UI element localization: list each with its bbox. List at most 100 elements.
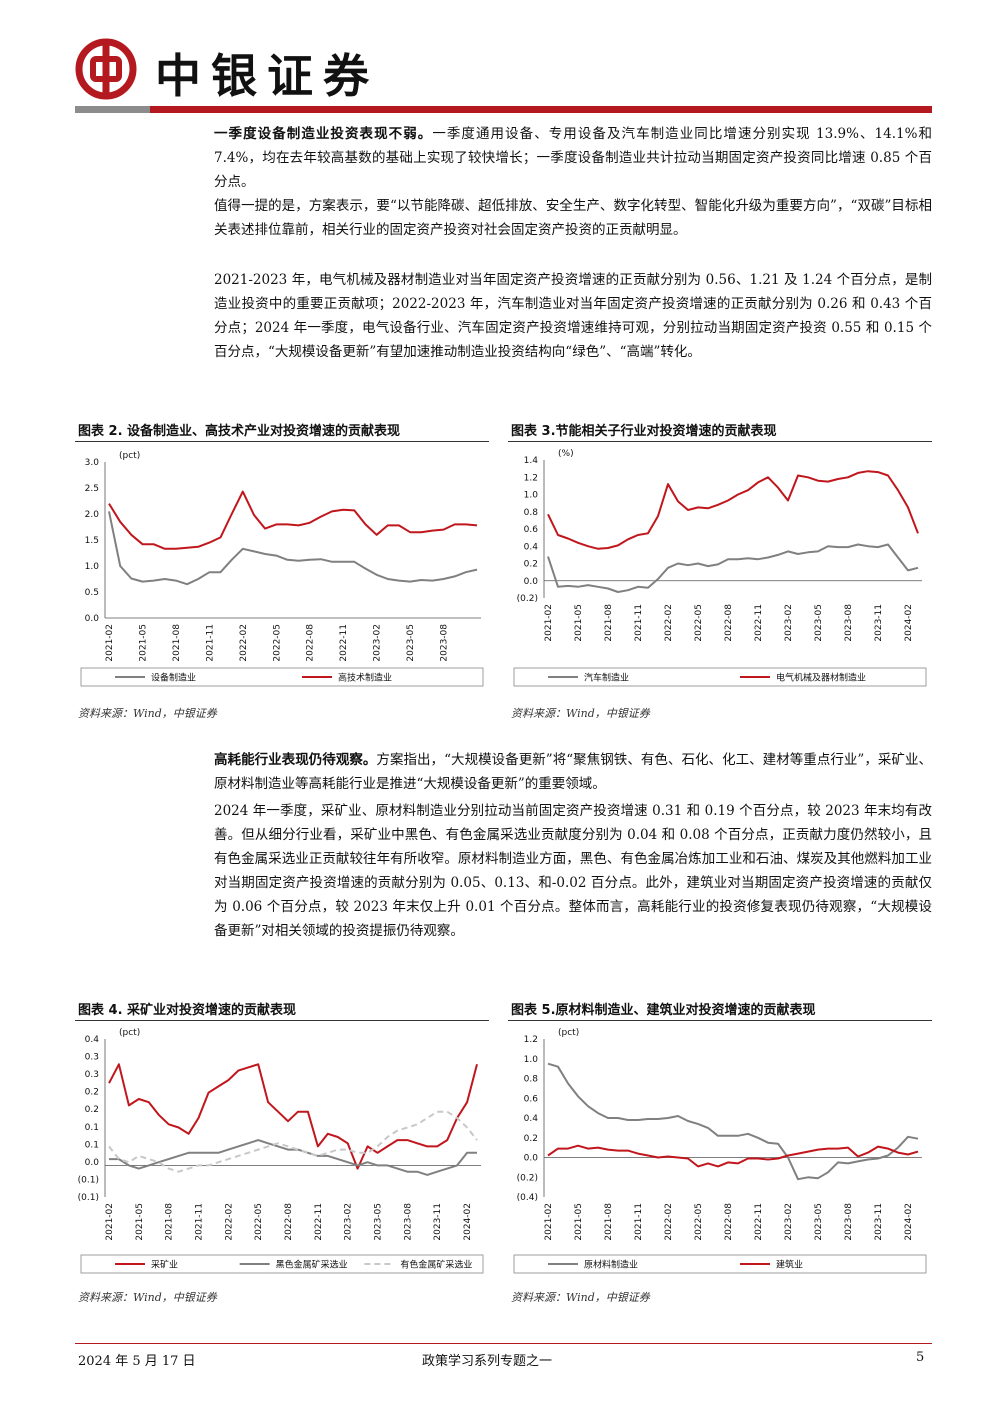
figure-3-source: 资料来源：Wind，中银证券 bbox=[511, 707, 650, 720]
x-tick-label: 2023-05 bbox=[374, 1203, 384, 1241]
brand-name: 中银证券 bbox=[155, 49, 379, 103]
x-tick-label: 2022-08 bbox=[724, 1203, 734, 1241]
header-rule-gray bbox=[75, 106, 150, 113]
series-line-1 bbox=[547, 1144, 919, 1168]
figure-2-rule bbox=[75, 441, 489, 442]
x-tick-label: 2021-05 bbox=[574, 604, 584, 642]
y-tick-label: 1.2 bbox=[524, 473, 538, 483]
unit-label: (%) bbox=[558, 449, 574, 459]
unit-label: (pct) bbox=[119, 451, 140, 461]
series-line-2 bbox=[108, 1110, 478, 1173]
x-tick-label: 2023-05 bbox=[814, 1203, 824, 1241]
series-line-1 bbox=[109, 1139, 477, 1176]
y-tick-label: 3.0 bbox=[85, 458, 100, 468]
x-tick-label: 2021-05 bbox=[138, 624, 148, 662]
x-tick-label: 2024-02 bbox=[904, 604, 914, 642]
legend-box bbox=[80, 667, 484, 687]
y-tick-label: 1.0 bbox=[524, 491, 539, 501]
paragraph-3: 2021-2023 年，电气机械及器材制造业对当年固定资产投资增速的正贡献分别为… bbox=[214, 272, 932, 360]
x-tick-label: 2023-02 bbox=[344, 1203, 354, 1241]
series-line-1 bbox=[108, 490, 478, 550]
chart-svg: (%) 1.4 1.2 1.0 0.8 0.6 0.4 0.2 0.0 (0.2) 2021-02 2… bbox=[513, 449, 927, 687]
x-tick-label: 2023-02 bbox=[373, 624, 383, 662]
x-tick-label: 2021-08 bbox=[165, 1203, 175, 1241]
figure-3-chart: (%) 1.4 1.2 1.0 0.8 0.6 0.4 0.2 0.0 (0.2) 2021-02 2… bbox=[508, 446, 932, 696]
chart-svg: (pct) 3.0 2.5 2.0 1.5 1.0 0.5 0.0 2021-02 2021-05… bbox=[80, 451, 484, 687]
figure-5-chart: (pct) 1.2 1.0 0.8 0.6 0.4 0.2 0.0 (0.2) (0.4) 2021… bbox=[508, 1025, 932, 1281]
legend-label: 建筑业 bbox=[776, 1259, 803, 1271]
x-tick-label: 2024-02 bbox=[904, 1203, 914, 1241]
x-tick-label: 2023-05 bbox=[814, 604, 824, 642]
x-tick-label: 2022-08 bbox=[284, 1203, 294, 1241]
y-tick-label: (0.2) bbox=[517, 594, 538, 604]
paragraph-2: 值得一提的是，方案表示，要“以节能降碳、超低排放、安全生产、数字化转型、智能化升… bbox=[214, 198, 932, 238]
x-tick-label: 2023-08 bbox=[844, 604, 854, 642]
x-tick-label: 2023-02 bbox=[784, 1203, 794, 1241]
figure-5-source: 资料来源：Wind，中银证券 bbox=[511, 1291, 650, 1304]
y-tick-label: 0.2 bbox=[85, 1088, 99, 1098]
footer-page-number: 5 bbox=[916, 1350, 925, 1365]
y-tick-label: 0.4 bbox=[524, 1114, 539, 1124]
series-line-1 bbox=[547, 470, 919, 550]
x-tick-label: 2022-05 bbox=[254, 1203, 264, 1241]
legend-label: 有色金属矿采选业 bbox=[400, 1259, 472, 1271]
y-tick-label: 0.3 bbox=[85, 1053, 99, 1063]
y-tick-label: 0.2 bbox=[524, 560, 538, 570]
y-tick-label: 0.1 bbox=[85, 1123, 99, 1133]
series-line-0 bbox=[547, 1062, 919, 1181]
unit-label: (pct) bbox=[119, 1028, 140, 1038]
paragraph-4-body: 方案指出，“大规模设备更新”将“聚焦钢铁、有色、石化、化工、建材等重点行业”，采… bbox=[214, 752, 932, 792]
legend-box bbox=[513, 667, 927, 687]
x-tick-label: 2021-02 bbox=[105, 1203, 115, 1241]
x-tick-label: 2022-08 bbox=[306, 624, 316, 662]
chart-svg: (pct) 0.4 0.3 0.3 0.2 0.2 0.1 0.1 0.0 (0.1) (0.1) 2… bbox=[78, 1028, 484, 1274]
x-tick-label: 2021-05 bbox=[574, 1203, 584, 1241]
legend-box bbox=[513, 1254, 927, 1274]
y-tick-label: 1.2 bbox=[524, 1035, 538, 1045]
legend-label: 电气机械及器材制造业 bbox=[776, 672, 866, 684]
footer-date: 2024 年 5 月 17 日 bbox=[78, 1354, 196, 1369]
x-tick-label: 2022-05 bbox=[272, 624, 282, 662]
series-line-0 bbox=[108, 511, 478, 586]
figure-4-chart: (pct) 0.4 0.3 0.3 0.2 0.2 0.1 0.1 0.0 (0.1) (0.1) 2… bbox=[75, 1025, 489, 1281]
y-tick-label: 0.6 bbox=[524, 525, 539, 535]
y-tick-label: (0.4) bbox=[517, 1193, 538, 1203]
x-tick-label: 2021-11 bbox=[634, 604, 644, 642]
x-tick-label: 2022-11 bbox=[314, 1203, 324, 1241]
y-tick-label: 0.2 bbox=[85, 1105, 99, 1115]
series-line-0 bbox=[108, 1063, 478, 1170]
x-tick-label: 2022-05 bbox=[694, 604, 704, 642]
footer-rule bbox=[75, 1343, 932, 1344]
y-tick-label: (0.1) bbox=[78, 1175, 99, 1185]
x-tick-label: 2021-02 bbox=[544, 604, 554, 642]
x-tick-label: 2023-11 bbox=[874, 604, 884, 642]
figure-4-rule bbox=[75, 1020, 489, 1021]
figure-3-title: 图表 3.节能相关子行业对投资增速的贡献表现 bbox=[511, 424, 777, 439]
x-tick-label: 2022-11 bbox=[754, 1203, 764, 1241]
y-tick-label: 0.4 bbox=[85, 1035, 100, 1045]
y-tick-label: 0.0 bbox=[524, 577, 539, 587]
figure-4-source: 资料来源：Wind，中银证券 bbox=[78, 1291, 217, 1304]
y-tick-label: 0.3 bbox=[85, 1070, 99, 1080]
y-tick-label: (0.1) bbox=[78, 1193, 99, 1203]
figure-5-title: 图表 5.原材料制造业、建筑业对投资增速的贡献表现 bbox=[511, 1003, 816, 1018]
footer-series-title: 政策学习系列专题之一 bbox=[422, 1354, 553, 1369]
chart-svg: (pct) 1.2 1.0 0.8 0.6 0.4 0.2 0.0 (0.2) (0.4) 2021… bbox=[513, 1028, 927, 1274]
x-tick-label: 2022-02 bbox=[664, 604, 674, 642]
figure-5-rule bbox=[508, 1020, 932, 1021]
y-tick-label: 0.0 bbox=[85, 614, 100, 624]
y-tick-label: 0.2 bbox=[524, 1134, 538, 1144]
x-tick-label: 2022-11 bbox=[339, 624, 349, 662]
series-line-0 bbox=[547, 543, 919, 593]
x-tick-label: 2021-08 bbox=[604, 604, 614, 642]
y-tick-label: 0.0 bbox=[524, 1154, 539, 1164]
paragraph-1-body: 一季度通用设备、专用设备及汽车制造业同比增速分别实现 13.9%、14.1%和 … bbox=[214, 126, 932, 190]
y-tick-label: 0.6 bbox=[524, 1094, 539, 1104]
unit-label: (pct) bbox=[558, 1028, 579, 1038]
y-tick-label: 0.8 bbox=[524, 508, 539, 518]
report-header: 中银证券 bbox=[75, 38, 932, 118]
legend-label: 汽车制造业 bbox=[584, 672, 629, 684]
y-tick-label: 1.0 bbox=[524, 1055, 539, 1065]
y-tick-label: 0.5 bbox=[85, 588, 99, 598]
y-tick-label: 1.0 bbox=[85, 562, 100, 572]
